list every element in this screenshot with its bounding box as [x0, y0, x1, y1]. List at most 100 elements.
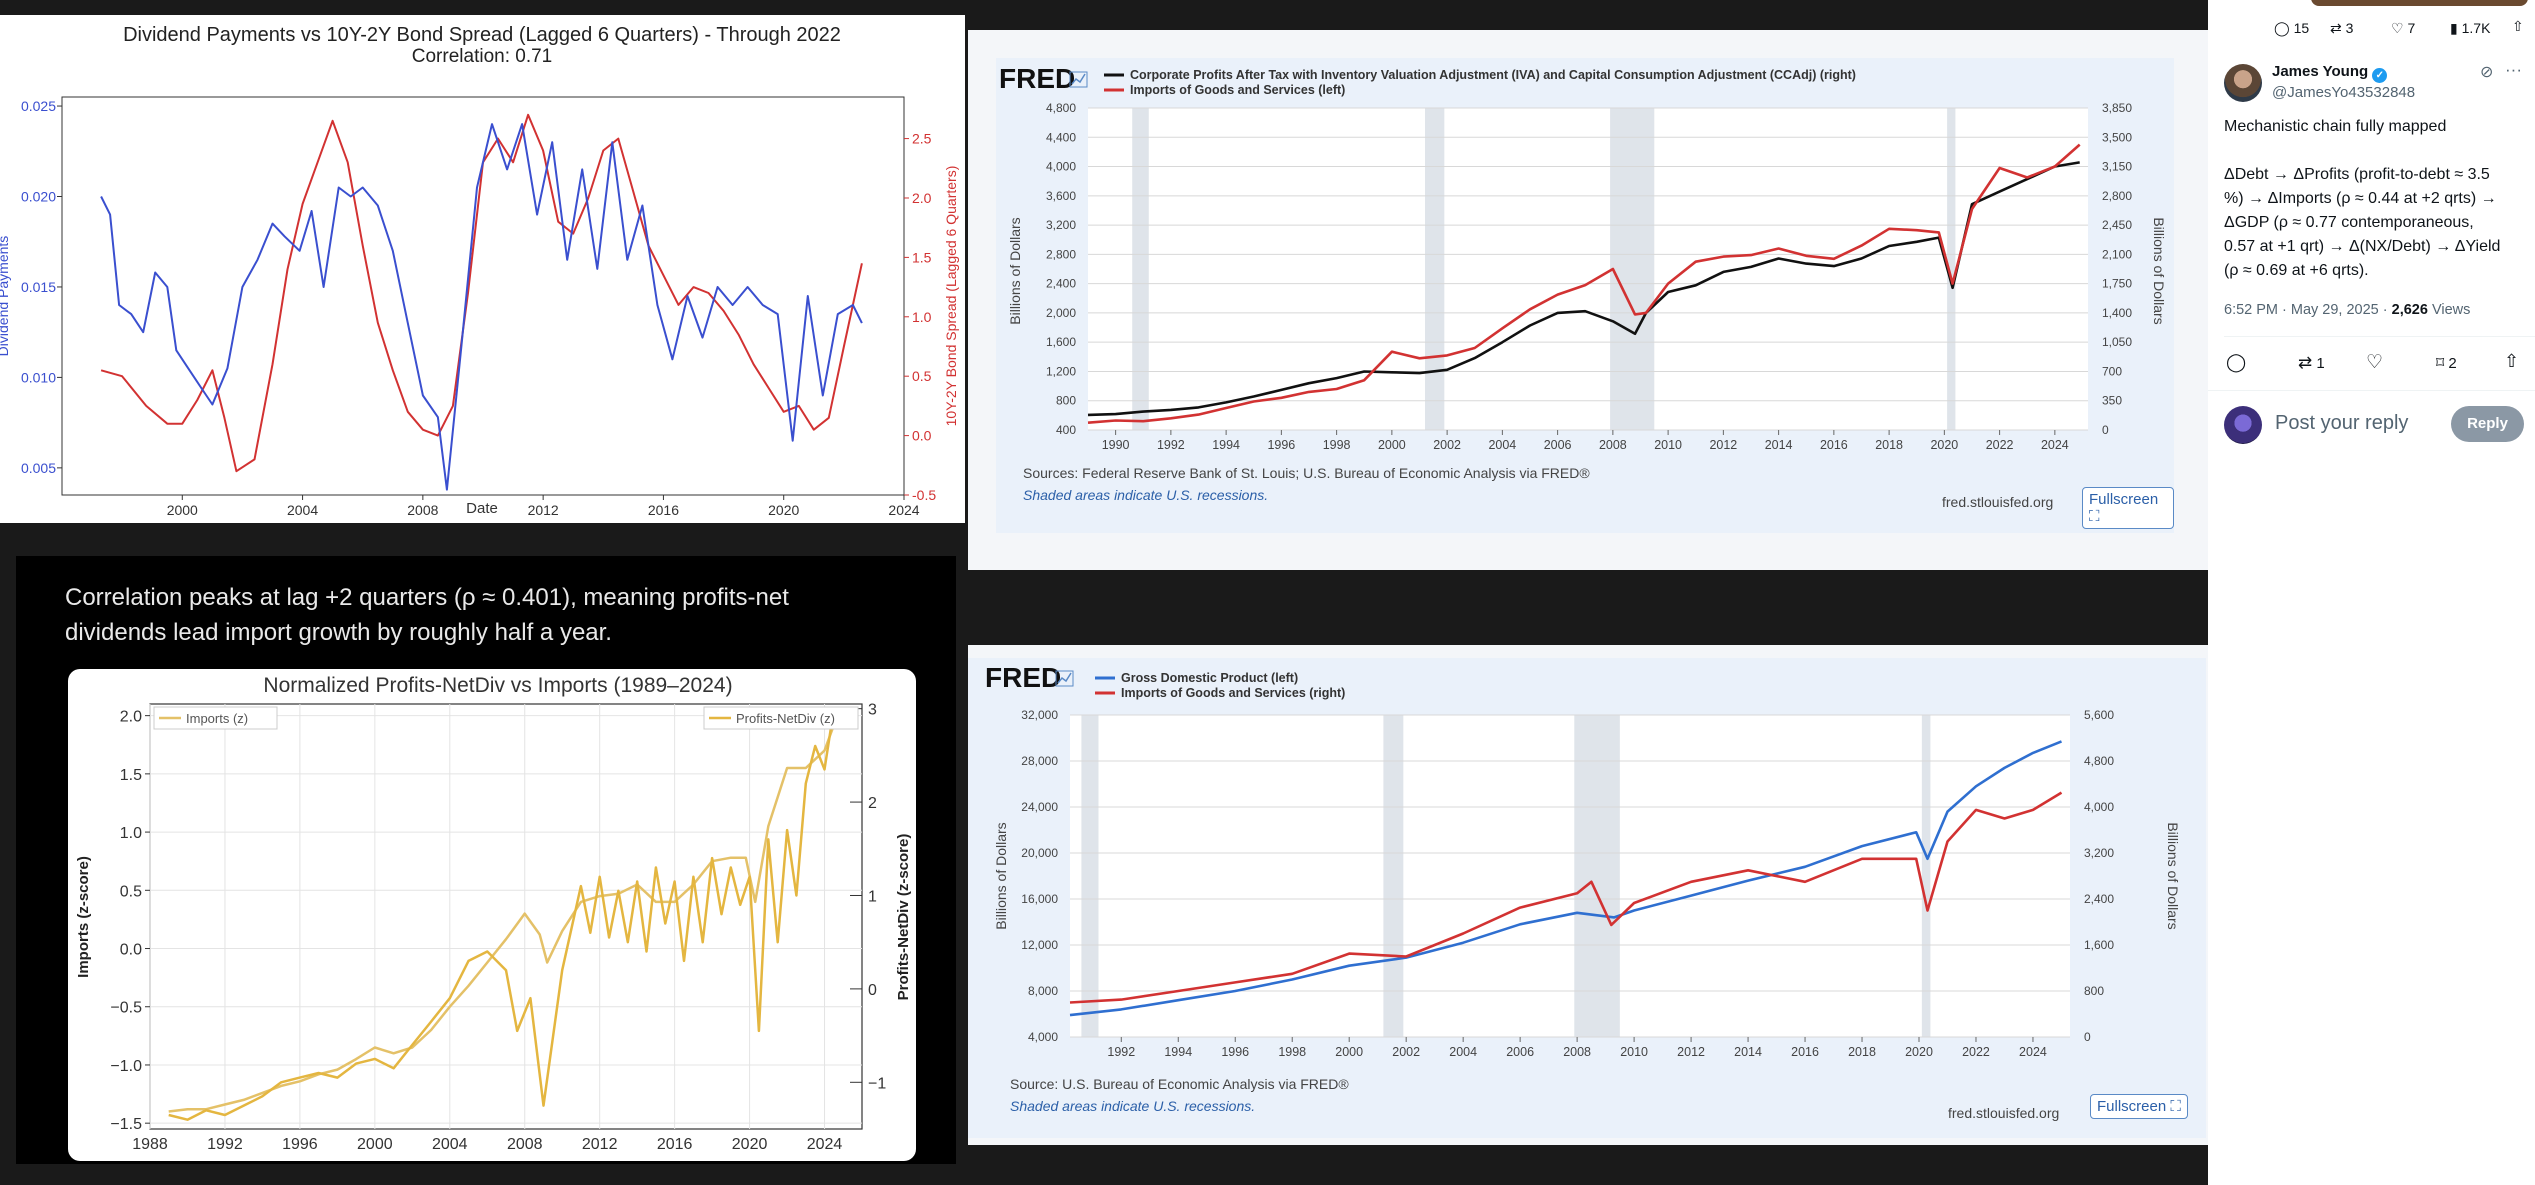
top-media-thumbnail[interactable] [2311, 0, 2528, 6]
fred1-ytick-right: 3,500 [2102, 130, 2132, 144]
fred1-ytick-right: 3,850 [2102, 101, 2132, 115]
chart1-series-dividends [100, 123, 863, 491]
tweet-panel: ◯ 15 ⇄ 3 ♡ 7 ▮ 1.7K ⇧ James Young ✓ @Jam… [2208, 0, 2535, 1185]
chart1-ytick-right: 0.5 [912, 368, 932, 384]
fred1-logo-chart-icon [1069, 71, 1088, 88]
chart2-ytick-right: 3 [868, 702, 877, 719]
chart2-ytick-left: −1.0 [110, 1058, 142, 1075]
reply-button[interactable]: Reply [2451, 406, 2524, 442]
fred2-xtick: 1998 [1278, 1045, 1306, 1059]
actions-row: ◯ ⇄ 1 ♡ ⌑ 2 ⇧ [2208, 351, 2535, 378]
fred1-ytick-left: 3,200 [1046, 218, 1076, 232]
fred2-series-imports [1069, 791, 2063, 1004]
fred2-series-gdp [1069, 740, 2062, 1017]
fred1-xtick: 2008 [1599, 438, 1627, 452]
recession-band [1574, 715, 1620, 1037]
chart1-ytick-left: 0.005 [21, 460, 56, 476]
chart1-ytick-left: 0.010 [21, 369, 56, 385]
fred1-ytick-left: 1,200 [1046, 364, 1076, 378]
fred1-ytick-left: 4,400 [1046, 130, 1076, 144]
chart2-ytick-left: 1.5 [120, 767, 142, 784]
top-views-count: 1.7K [2461, 20, 2491, 36]
reply-action-icon[interactable]: ◯ [2226, 352, 2247, 372]
chart1-ytick-right: 0.0 [912, 428, 932, 444]
chart2-ytick-left: 2.0 [120, 709, 142, 726]
fred2-xtick: 2008 [1563, 1045, 1591, 1059]
fred2-ylabel-left: Billions of Dollars [993, 822, 1009, 929]
fred2-ytick-left: 28,000 [1021, 754, 1058, 768]
fred2-sources: Source: U.S. Bureau of Economic Analysis… [1010, 1076, 1349, 1092]
bookmark-action[interactable]: ⌑ 2 [2436, 353, 2457, 373]
fred1-ytick-left: 4,000 [1046, 160, 1076, 174]
author-handle[interactable]: @JamesYo43532848 [2272, 84, 2416, 101]
top-repost-action[interactable]: ⇄ 3 [2330, 20, 2353, 37]
fred1-ytick-left: 3,600 [1046, 189, 1076, 203]
fred1-ytick-left: 2,800 [1046, 247, 1076, 261]
fred1-ytick-right: 1,400 [2102, 306, 2132, 320]
recession-band [1921, 715, 1931, 1037]
grok-icon[interactable]: ⊘ [2480, 64, 2494, 81]
chart2-series-profits-netdiv [168, 708, 836, 1121]
more-options-icon[interactable]: ··· [2505, 60, 2522, 79]
fred1-xtick: 1992 [1157, 438, 1185, 452]
fred2-ytick-left: 20,000 [1021, 846, 1058, 860]
chart2-ytick-right: 0 [868, 982, 877, 999]
avatar[interactable] [2224, 64, 2262, 102]
author-name[interactable]: James Young ✓ [2272, 63, 2388, 83]
chart1-xtick: 2020 [768, 502, 799, 518]
chart1-ytick-left: 0.015 [21, 279, 56, 295]
top-repost-count: 3 [2345, 20, 2354, 36]
tweet-body-line4: 0.57 at +1 qrt) → Δ(NX/Debt) → ΔYield [2224, 238, 2501, 255]
fred1-xtick: 1994 [1212, 438, 1240, 452]
fred1-recession-note: Shaded areas indicate U.S. recessions. [1023, 487, 1268, 503]
chart2-xtick: 2008 [507, 1136, 543, 1153]
fred2-xtick: 2012 [1677, 1045, 1705, 1059]
top-actions-row: ◯ 15 ⇄ 3 ♡ 7 ▮ 1.7K ⇧ [2208, 18, 2535, 40]
chart1-xtick: 2024 [888, 502, 919, 518]
tweet-timestamp[interactable]: 6:52 PM · May 29, 2025 · 2,626 Views [2224, 302, 2470, 318]
fred2-ytick-left: 12,000 [1021, 938, 1058, 952]
fred1-xtick: 2000 [1378, 438, 1406, 452]
fred2-ytick-left: 8,000 [1028, 984, 1058, 998]
fred2-fullscreen-button[interactable]: Fullscreen ⛶ [2090, 1094, 2188, 1119]
reply-input[interactable]: Post your reply [2275, 412, 2409, 434]
repost-count: 1 [2316, 355, 2325, 372]
fred1-ytick-right: 3,150 [2102, 160, 2132, 174]
tweet-body-line5: (ρ ≈ 0.69 at +6 qrts). [2224, 262, 2369, 279]
fred1-fullscreen-button[interactable]: Fullscreen ⛶ [2082, 487, 2174, 529]
divider-bottom [2208, 390, 2535, 391]
bookmark-icon: ⌑ [2436, 355, 2445, 372]
reply-avatar [2224, 406, 2262, 444]
fred-chart2-panel: FRED Gross Domestic Product (left) Impor… [968, 658, 2206, 1138]
repost-action[interactable]: ⇄ 1 [2298, 353, 2325, 373]
fred2-legend1: Gross Domestic Product (left) [1121, 671, 1298, 685]
chart1-ytick-left: 0.025 [21, 98, 56, 114]
chart1-xtick: 2008 [407, 502, 438, 518]
fred1-plot-area [1088, 108, 2088, 430]
chart1-subtitle: Correlation: 0.71 [412, 46, 552, 67]
fred1-series-corporate-profits [1087, 161, 2080, 417]
top-share-icon[interactable]: ⇧ [2512, 18, 2524, 34]
dividend-vs-spread-chart: Dividend Payments vs 10Y-2Y Bond Spread … [0, 24, 959, 518]
chart2-legend-right-label: Profits-NetDiv (z) [736, 711, 835, 726]
chart1-xtick: 2016 [648, 502, 679, 518]
fred1-ytick-right: 2,450 [2102, 218, 2132, 232]
recession-band [1081, 715, 1099, 1037]
chart2-legend-right [703, 706, 859, 730]
fred1-ylabel-right: Billions of Dollars [2151, 217, 2167, 324]
profits-vs-imports-card: Normalized Profits-NetDiv vs Imports (19… [68, 669, 916, 1161]
chart2-caption-line1: Correlation peaks at lag +2 quarters (ρ … [65, 584, 789, 646]
fred1-legend2: Imports of Goods and Services (left) [1130, 83, 1345, 97]
fred1-legend1: Corporate Profits After Tax with Invento… [1130, 68, 1856, 82]
fred1-ytick-left: 1,600 [1046, 335, 1076, 349]
like-action-icon[interactable]: ♡ [2366, 352, 2384, 373]
fred1-ytick-right: 2,800 [2102, 189, 2132, 203]
top-like-action[interactable]: ♡ 7 [2391, 20, 2415, 37]
share-icon[interactable]: ⇧ [2504, 351, 2520, 371]
chart1-ytick-right: 1.0 [912, 309, 932, 325]
fred1-series-imports [1087, 143, 2081, 424]
top-reply-action[interactable]: ◯ 15 [2274, 20, 2309, 37]
fred-chart2: FRED Gross Domestic Product (left) Impor… [985, 662, 2181, 1121]
chart2-xtick: 2024 [807, 1136, 843, 1153]
top-views-action[interactable]: ▮ 1.7K [2450, 20, 2490, 37]
